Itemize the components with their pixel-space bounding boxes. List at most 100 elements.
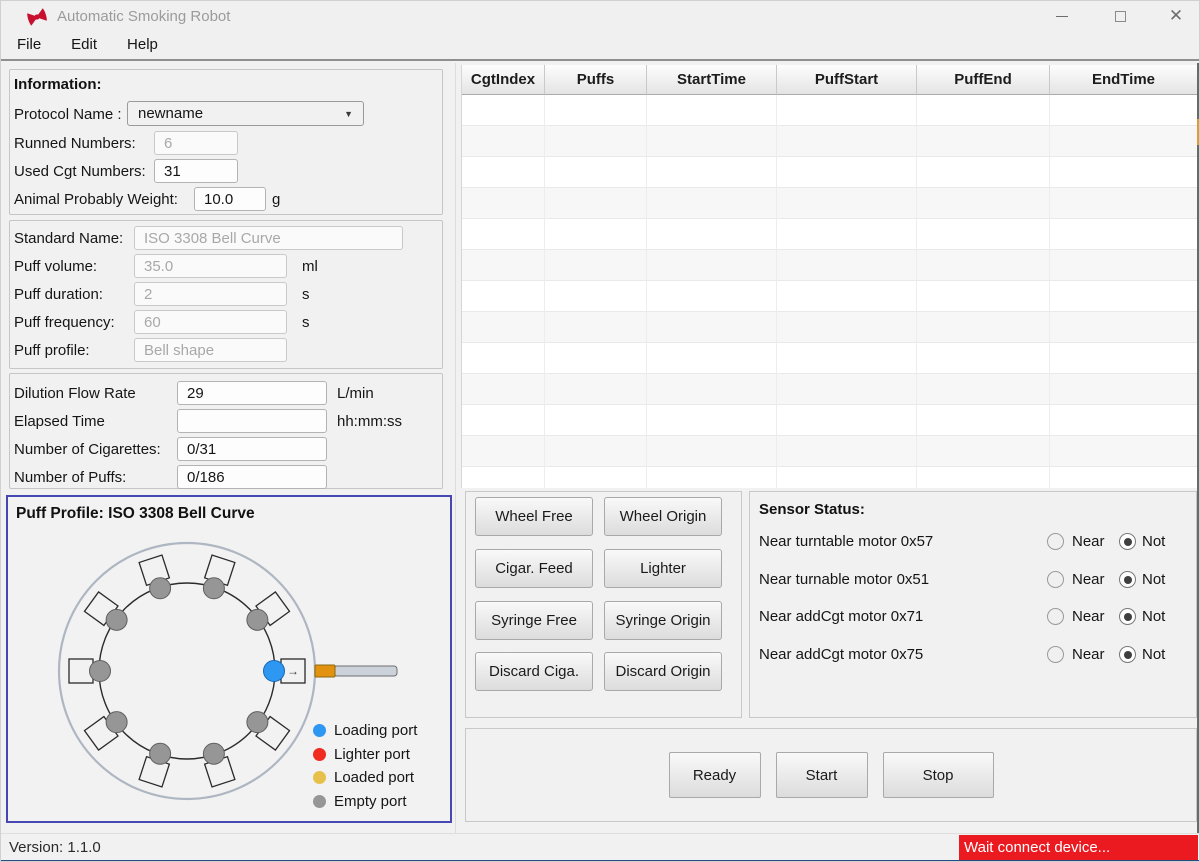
table-cell[interactable] [917,405,1050,436]
syringe-free-button[interactable]: Syringe Free [475,601,593,640]
sensor-0-near-radio[interactable] [1047,533,1064,550]
table-cell[interactable] [545,126,647,157]
table-cell[interactable] [1050,467,1197,488]
table-cell[interactable] [647,219,777,250]
table-cell[interactable] [1050,250,1197,281]
table-cell[interactable] [462,312,545,343]
vertical-splitter[interactable] [455,63,456,833]
sensor-2-not-radio[interactable] [1119,608,1136,625]
table-cell[interactable] [647,250,777,281]
table-row[interactable] [462,405,1197,436]
table-cell[interactable] [1050,312,1197,343]
table-row[interactable] [462,95,1197,126]
table-cell[interactable] [777,126,917,157]
table-row[interactable] [462,188,1197,219]
table-cell[interactable] [777,95,917,126]
puff-frequency-field[interactable] [134,310,287,334]
animal-weight-field[interactable] [194,187,266,211]
table-cell[interactable] [462,281,545,312]
table-row[interactable] [462,157,1197,188]
table-cell[interactable] [1050,219,1197,250]
table-cell[interactable] [1050,374,1197,405]
table-cell[interactable] [545,312,647,343]
table-cell[interactable] [647,343,777,374]
table-cell[interactable] [647,405,777,436]
table-cell[interactable] [917,436,1050,467]
table-cell[interactable] [777,250,917,281]
table-cell[interactable] [777,219,917,250]
table-row[interactable] [462,467,1197,488]
table-cell[interactable] [462,95,545,126]
table-cell[interactable] [545,188,647,219]
table-cell[interactable] [1050,281,1197,312]
table-cell[interactable] [917,343,1050,374]
table-cell[interactable] [1050,343,1197,374]
lighter-button[interactable]: Lighter [604,549,722,588]
table-cell[interactable] [1050,126,1197,157]
table-cell[interactable] [462,374,545,405]
table-cell[interactable] [545,95,647,126]
table-row[interactable] [462,219,1197,250]
table-cell[interactable] [917,95,1050,126]
table-cell[interactable] [647,157,777,188]
table-cell[interactable] [777,157,917,188]
table-cell[interactable] [917,188,1050,219]
wheel-origin-button[interactable]: Wheel Origin [604,497,722,536]
table-scrollbar[interactable] [1197,63,1199,833]
sensor-1-near-radio[interactable] [1047,571,1064,588]
puff-duration-field[interactable] [134,282,287,306]
table-cell[interactable] [917,467,1050,488]
table-cell[interactable] [545,281,647,312]
table-cell[interactable] [777,281,917,312]
table-cell[interactable] [1050,157,1197,188]
table-cell[interactable] [462,157,545,188]
table-column-header[interactable]: EndTime [1050,65,1197,95]
table-cell[interactable] [462,219,545,250]
sensor-1-not-radio[interactable] [1119,571,1136,588]
table-cell[interactable] [545,374,647,405]
table-cell[interactable] [1050,188,1197,219]
table-cell[interactable] [777,436,917,467]
table-cell[interactable] [917,250,1050,281]
table-row[interactable] [462,126,1197,157]
cigar-feed-button[interactable]: Cigar. Feed [475,549,593,588]
number-of-cigarettes-field[interactable] [177,437,327,461]
puff-volume-field[interactable] [134,254,287,278]
discard-origin-button[interactable]: Discard Origin [604,652,722,691]
table-cell[interactable] [545,343,647,374]
table-row[interactable] [462,250,1197,281]
stop-button[interactable]: Stop [882,752,994,798]
table-cell[interactable] [647,126,777,157]
table-cell[interactable] [647,467,777,488]
maximize-button[interactable] [1097,1,1143,31]
table-cell[interactable] [1050,436,1197,467]
sensor-0-not-radio[interactable] [1119,533,1136,550]
close-button[interactable]: ✕ [1168,6,1184,25]
table-cell[interactable] [462,405,545,436]
sensor-3-near-radio[interactable] [1047,646,1064,663]
table-cell[interactable] [647,374,777,405]
table-cell[interactable] [647,188,777,219]
table-cell[interactable] [545,219,647,250]
table-cell[interactable] [777,343,917,374]
scrollbar-thumb[interactable] [1197,119,1199,145]
table-cell[interactable] [917,281,1050,312]
table-cell[interactable] [777,405,917,436]
table-cell[interactable] [545,436,647,467]
elapsed-time-field[interactable] [177,409,327,433]
table-cell[interactable] [777,312,917,343]
table-cell[interactable] [1050,95,1197,126]
puff-profile-field[interactable] [134,338,287,362]
start-button[interactable]: Start [775,752,868,798]
table-cell[interactable] [777,374,917,405]
protocol-name-dropdown[interactable]: newname ▼ [127,101,364,126]
menu-edit[interactable]: Edit [71,36,98,53]
table-cell[interactable] [777,188,917,219]
table-column-header[interactable]: CgtIndex [462,65,545,95]
table-column-header[interactable]: PuffStart [777,65,917,95]
table-cell[interactable] [647,281,777,312]
table-cell[interactable] [462,467,545,488]
sensor-3-not-radio[interactable] [1119,646,1136,663]
table-cell[interactable] [462,188,545,219]
table-cell[interactable] [545,405,647,436]
